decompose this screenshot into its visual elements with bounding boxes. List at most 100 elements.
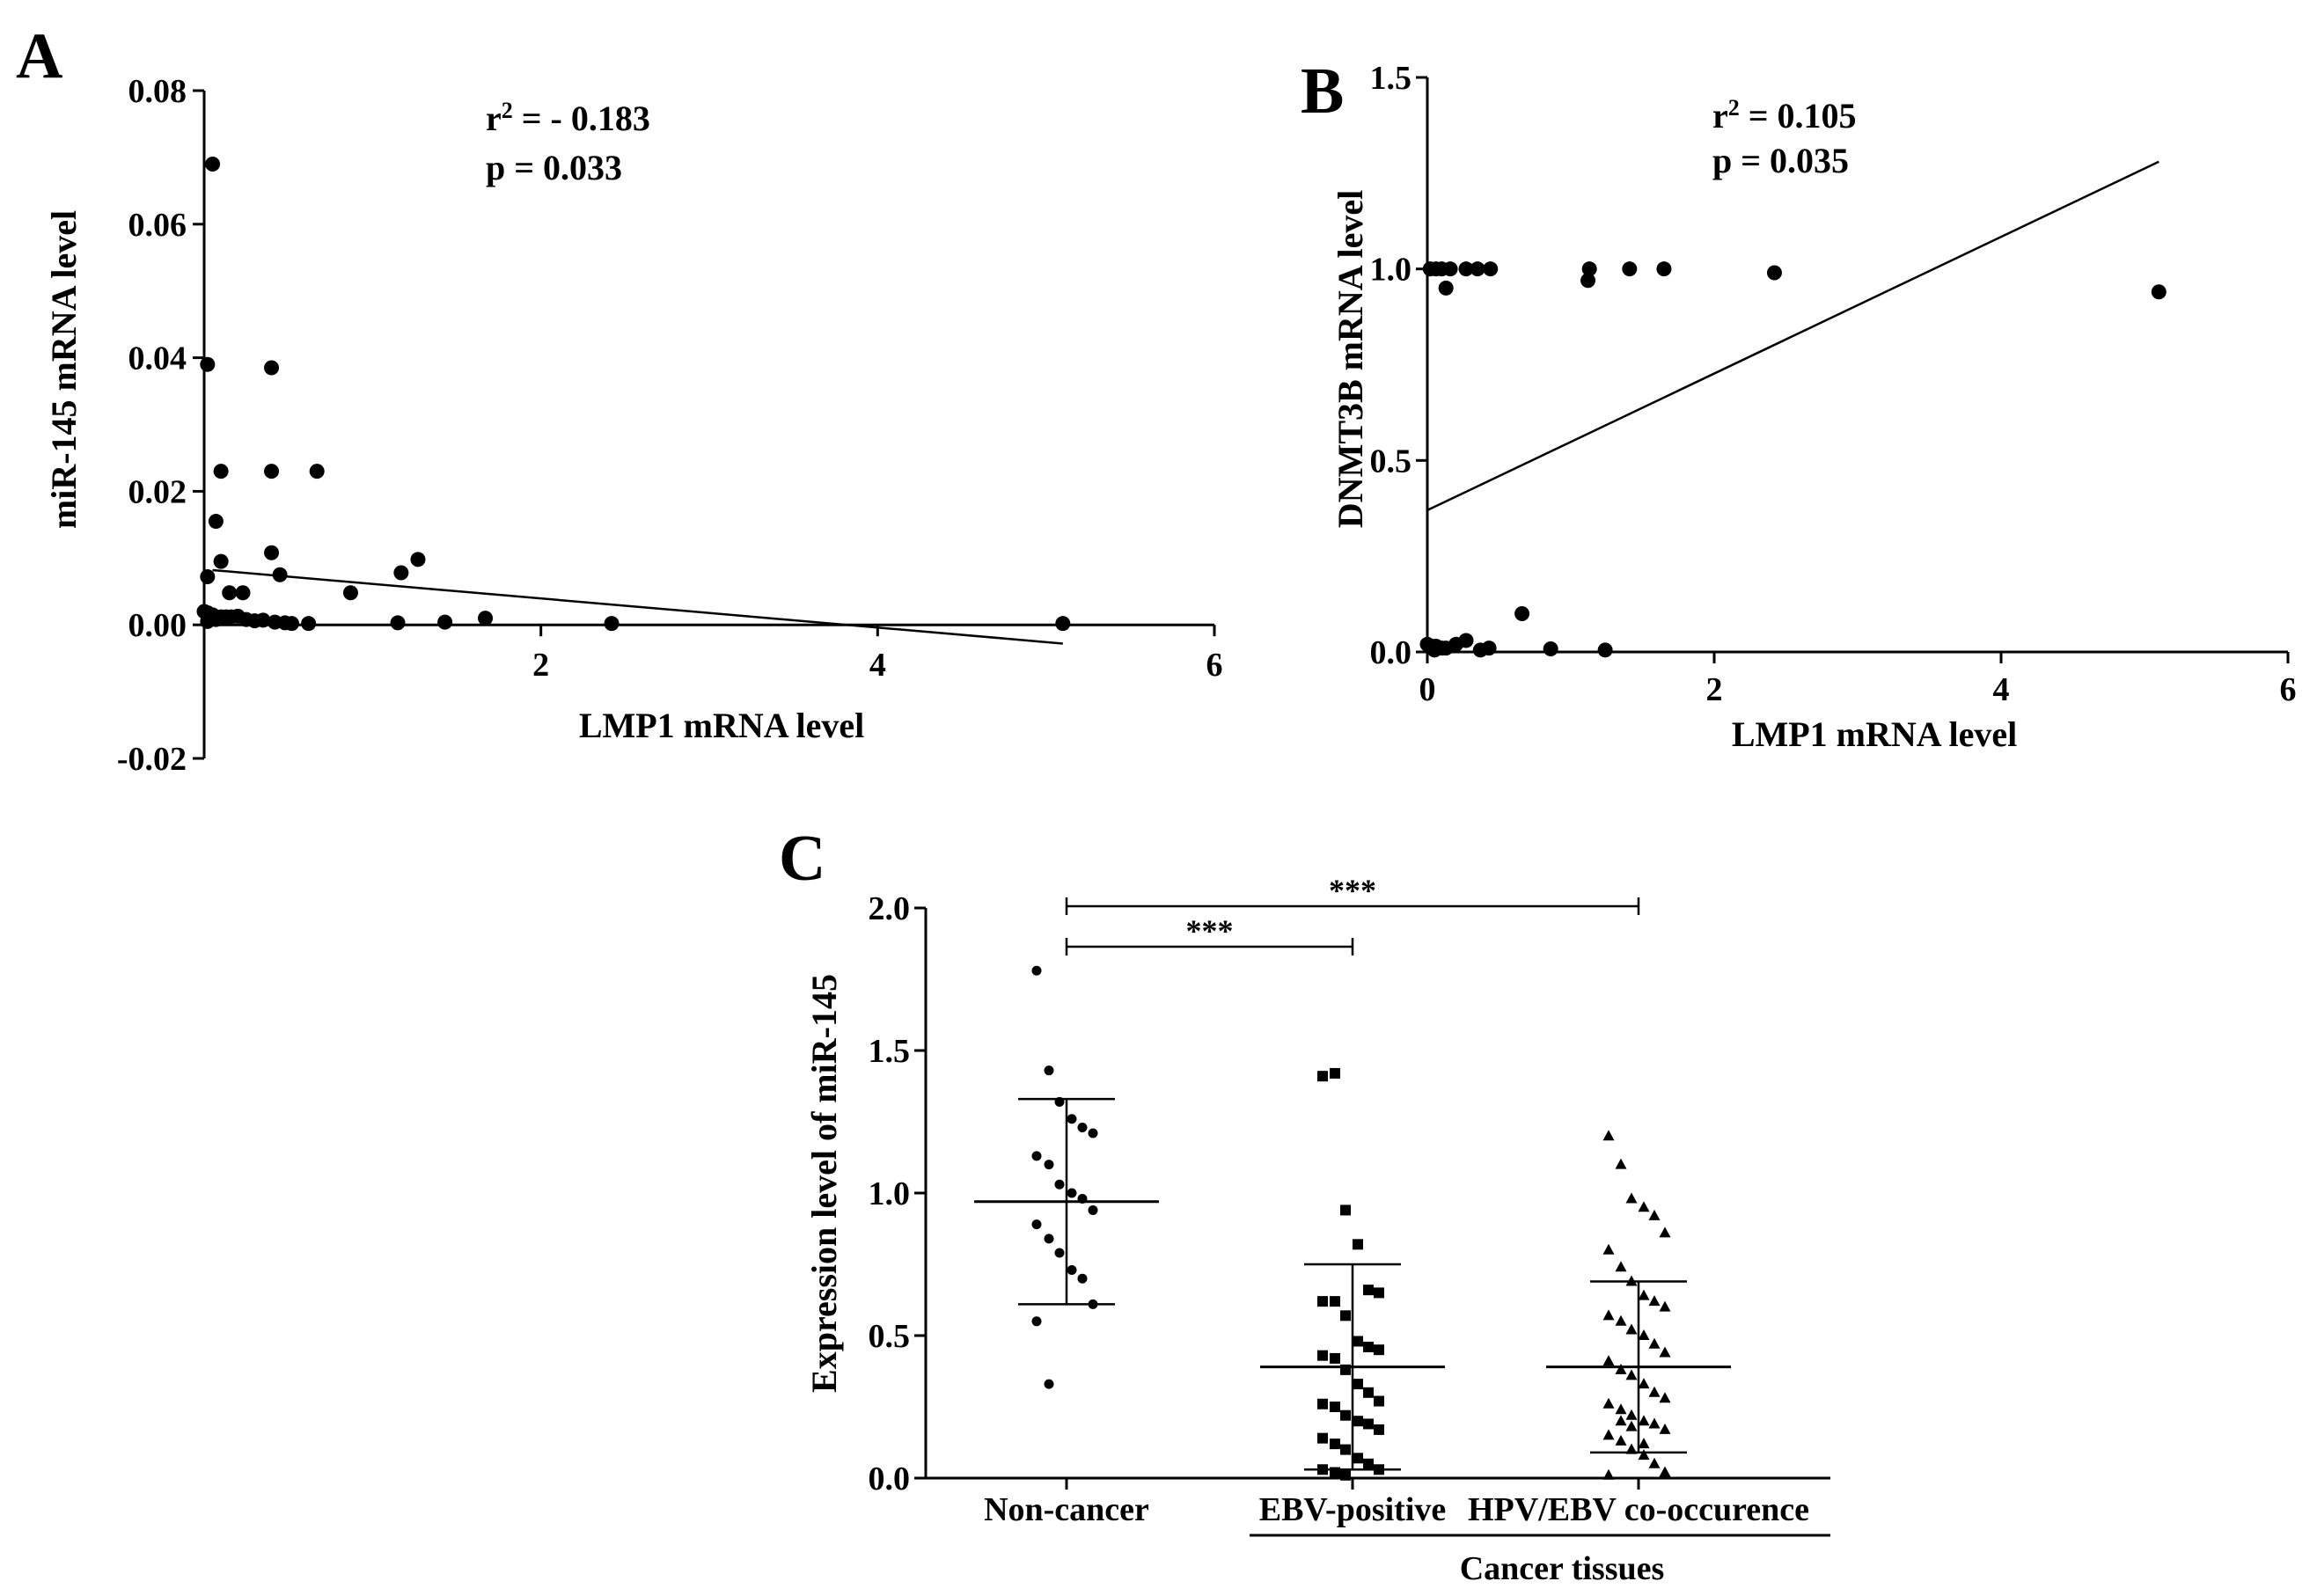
data-point <box>1353 1336 1363 1347</box>
data-point <box>1031 1316 1042 1327</box>
data-point <box>1638 1289 1650 1300</box>
data-point <box>1088 1299 1098 1309</box>
data-point <box>1638 1378 1650 1389</box>
data-point <box>1054 1096 1065 1107</box>
x-tick-label: 6 <box>2280 671 2297 708</box>
data-point <box>1067 1188 1077 1198</box>
data-point <box>1340 1409 1351 1421</box>
data-point <box>1659 1226 1671 1238</box>
data-point <box>1044 1234 1054 1244</box>
data-point <box>437 614 453 630</box>
panel-c: C 0.0 0.5 1.0 1.5 2.0 Non-cancer EBV-positive HP… <box>779 823 1830 1587</box>
data-point <box>1659 1423 1671 1434</box>
data-point <box>208 611 224 627</box>
data-point <box>1580 273 1596 289</box>
data-point <box>255 612 271 628</box>
data-point <box>1317 1296 1328 1307</box>
data-point <box>1077 1122 1088 1132</box>
data-point <box>1340 1364 1351 1375</box>
data-point <box>1442 261 1458 277</box>
data-point <box>1659 1346 1671 1358</box>
data-point <box>1317 1071 1328 1082</box>
panel-b: B 0.0 0.5 1.0 1.5 0 2 4 6 LMP1 mRNA level DNMT3B m… <box>1301 55 2297 754</box>
data-point <box>200 569 216 585</box>
data-point <box>1625 1369 1638 1380</box>
data-point <box>1615 1415 1627 1426</box>
data-point <box>208 514 224 530</box>
data-point <box>1054 1248 1065 1258</box>
data-point <box>1602 1397 1615 1409</box>
x-tick-label: 4 <box>869 647 886 684</box>
data-point <box>1470 261 1485 277</box>
y-tick-label: 0.02 <box>128 473 187 510</box>
data-point <box>1330 1402 1340 1412</box>
y-tick-label: 0.5 <box>1370 443 1412 480</box>
data-point <box>1458 633 1474 648</box>
data-point <box>1317 1350 1328 1361</box>
data-point <box>1353 1416 1363 1427</box>
data-point <box>1077 1193 1088 1204</box>
data-point <box>1648 1386 1661 1397</box>
data-point <box>1374 1395 1384 1407</box>
data-point <box>1597 642 1613 658</box>
data-point <box>1625 1192 1638 1204</box>
data-point <box>264 360 280 376</box>
data-point <box>1638 1201 1650 1212</box>
y-tick-label: 0.06 <box>128 207 187 244</box>
data-point <box>393 565 409 581</box>
data-point <box>1054 1179 1065 1190</box>
y-tick-label: 1.5 <box>869 1033 911 1070</box>
data-point <box>1483 261 1499 277</box>
data-point <box>1581 261 1597 277</box>
y-tick-label: 0.5 <box>869 1318 911 1355</box>
data-point <box>1659 1300 1671 1312</box>
p-value-annotation: p = 0.035 <box>1712 141 1849 180</box>
group-label: Cancer tissues <box>1460 1550 1665 1587</box>
category-label: Non-cancer <box>984 1491 1149 1528</box>
data-point <box>1615 1158 1627 1169</box>
data-point <box>1340 1310 1351 1321</box>
data-point <box>1031 965 1042 976</box>
y-tick-label: 2.0 <box>869 890 911 927</box>
data-point <box>410 552 426 567</box>
data-point <box>1625 1409 1638 1420</box>
category-label: HPV/EBV co-occurence <box>1468 1491 1809 1528</box>
data-point <box>1055 616 1071 632</box>
data-point <box>272 567 288 582</box>
r-squared-annotation: r2 = - 0.183 <box>486 98 650 139</box>
data-point <box>1374 1344 1384 1356</box>
data-point <box>1330 1439 1340 1450</box>
y-axis-label: miR-145 mRNA level <box>44 210 84 529</box>
data-point <box>1638 1329 1650 1340</box>
data-point <box>1438 280 1454 296</box>
data-point <box>1077 1273 1088 1284</box>
data-point <box>1458 261 1474 277</box>
data-point <box>1602 1130 1615 1141</box>
data-point <box>235 585 251 601</box>
data-point <box>1374 1464 1384 1475</box>
data-point <box>1374 1424 1384 1435</box>
data-point <box>213 464 229 480</box>
data-point <box>1317 1398 1328 1409</box>
data-point <box>1426 642 1442 658</box>
data-point <box>1031 1219 1042 1230</box>
data-point <box>1615 1403 1627 1415</box>
data-point <box>1088 1204 1098 1215</box>
x-tick-label: 2 <box>1706 671 1723 708</box>
data-point <box>1317 1464 1328 1475</box>
data-point <box>2151 284 2167 300</box>
category-label: EBV-positive <box>1259 1491 1447 1528</box>
y-tick-label: 0.08 <box>128 73 187 110</box>
data-point <box>604 616 620 632</box>
data-point <box>1625 1323 1638 1335</box>
data-point <box>1659 1466 1671 1477</box>
y-tick-label: 1.0 <box>1370 252 1412 289</box>
x-tick-label: 2 <box>532 647 549 684</box>
data-point <box>1374 1287 1384 1299</box>
data-point <box>1638 1449 1650 1461</box>
data-point <box>213 553 229 569</box>
data-point <box>1363 1285 1374 1296</box>
data-point <box>200 356 216 372</box>
y-tick-label: 0.00 <box>128 607 187 644</box>
